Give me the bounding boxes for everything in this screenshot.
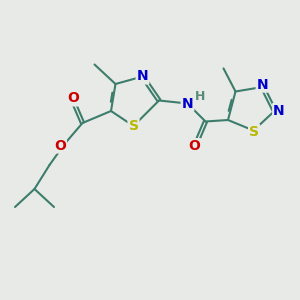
Text: N: N (182, 97, 193, 110)
Text: S: S (128, 119, 139, 133)
Text: N: N (257, 78, 268, 92)
Text: O: O (188, 139, 200, 153)
Text: S: S (249, 125, 259, 139)
Text: O: O (67, 92, 79, 105)
Text: N: N (273, 104, 285, 118)
Text: N: N (137, 70, 148, 83)
Text: H: H (195, 90, 205, 104)
Text: O: O (54, 139, 66, 152)
